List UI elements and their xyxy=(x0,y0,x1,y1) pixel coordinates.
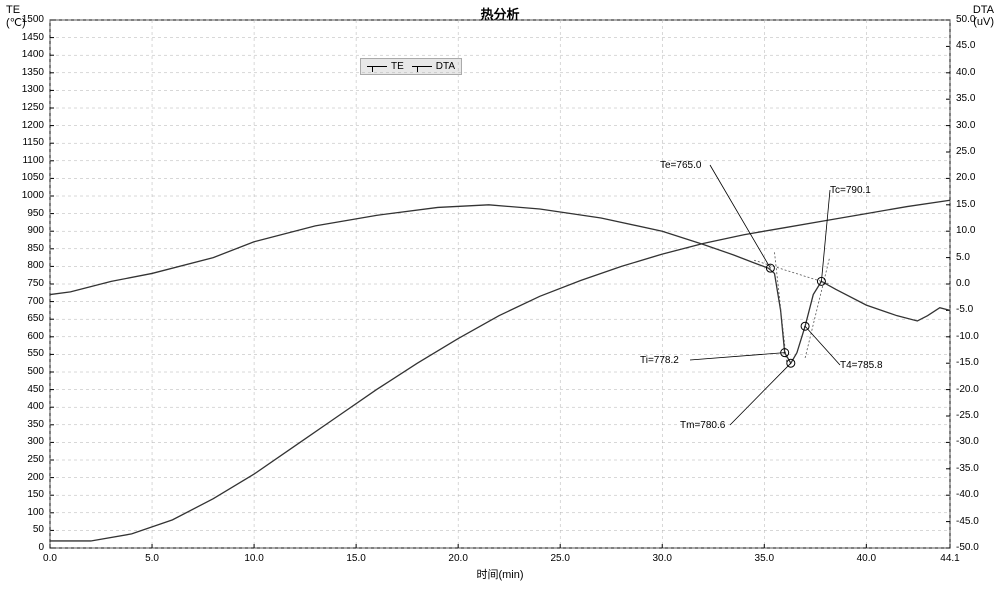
y-right-tick: 40.0 xyxy=(956,67,996,78)
y-right-tick: 20.0 xyxy=(956,172,996,183)
y-right-tick: -40.0 xyxy=(956,489,996,500)
y-left-tick: 300 xyxy=(8,436,44,447)
y-right-tick: -50.0 xyxy=(956,542,996,553)
plot-svg xyxy=(0,0,1000,590)
y-right-tick: -25.0 xyxy=(956,410,996,421)
y-right-tick: 35.0 xyxy=(956,93,996,104)
y-left-tick: 50 xyxy=(8,524,44,535)
y-right-tick: 5.0 xyxy=(956,252,996,263)
x-tick: 44.1 xyxy=(940,553,959,564)
y-left-tick: 1400 xyxy=(8,49,44,60)
annotation-Te: Te=765.0 xyxy=(660,160,701,171)
y-left-tick: 850 xyxy=(8,243,44,254)
y-left-tick: 1000 xyxy=(8,190,44,201)
x-tick: 30.0 xyxy=(653,553,672,564)
y-left-tick: 1250 xyxy=(8,102,44,113)
y-left-tick: 1500 xyxy=(8,14,44,25)
y-right-tick: 0.0 xyxy=(956,278,996,289)
y-left-tick: 250 xyxy=(8,454,44,465)
x-tick: 15.0 xyxy=(346,553,365,564)
x-tick: 0.0 xyxy=(43,553,57,564)
y-left-tick: 0 xyxy=(8,542,44,553)
y-left-tick: 550 xyxy=(8,348,44,359)
y-right-tick: -45.0 xyxy=(956,516,996,527)
y-left-tick: 800 xyxy=(8,260,44,271)
y-right-tick: 30.0 xyxy=(956,120,996,131)
y-left-tick: 400 xyxy=(8,401,44,412)
y-right-tick: 25.0 xyxy=(956,146,996,157)
y-right-tick: 45.0 xyxy=(956,40,996,51)
y-right-tick: -30.0 xyxy=(956,436,996,447)
y-right-tick: 50.0 xyxy=(956,14,996,25)
y-left-tick: 600 xyxy=(8,331,44,342)
y-right-tick: -35.0 xyxy=(956,463,996,474)
x-tick: 10.0 xyxy=(244,553,263,564)
y-right-tick: -15.0 xyxy=(956,357,996,368)
annotation-Ti: Ti=778.2 xyxy=(640,355,679,366)
y-left-tick: 450 xyxy=(8,384,44,395)
y-left-tick: 100 xyxy=(8,507,44,518)
y-left-tick: 500 xyxy=(8,366,44,377)
y-left-tick: 1300 xyxy=(8,84,44,95)
x-tick: 5.0 xyxy=(145,553,159,564)
y-left-tick: 350 xyxy=(8,419,44,430)
annotation-T4: T4=785.8 xyxy=(840,360,883,371)
y-left-tick: 950 xyxy=(8,208,44,219)
y-left-tick: 1350 xyxy=(8,67,44,78)
y-left-tick: 1150 xyxy=(8,137,44,148)
x-tick: 35.0 xyxy=(755,553,774,564)
x-tick: 20.0 xyxy=(448,553,467,564)
y-left-tick: 1100 xyxy=(8,155,44,166)
y-right-tick: 15.0 xyxy=(956,199,996,210)
x-tick: 40.0 xyxy=(857,553,876,564)
y-left-tick: 1450 xyxy=(8,32,44,43)
y-left-tick: 650 xyxy=(8,313,44,324)
y-left-tick: 1200 xyxy=(8,120,44,131)
y-right-tick: 10.0 xyxy=(956,225,996,236)
y-left-tick: 750 xyxy=(8,278,44,289)
y-left-tick: 1050 xyxy=(8,172,44,183)
y-left-tick: 150 xyxy=(8,489,44,500)
y-right-tick: -5.0 xyxy=(956,304,996,315)
y-right-tick: -10.0 xyxy=(956,331,996,342)
thermal-analysis-chart: 热分析 TE (℃) DTA (uV) 时间(min) TE DTA 05010… xyxy=(0,0,1000,590)
x-tick: 25.0 xyxy=(550,553,569,564)
y-left-tick: 200 xyxy=(8,472,44,483)
annotation-Tc: Tc=790.1 xyxy=(830,185,871,196)
y-right-tick: -20.0 xyxy=(956,384,996,395)
y-left-tick: 900 xyxy=(8,225,44,236)
y-left-tick: 700 xyxy=(8,296,44,307)
annotation-Tm: Tm=780.6 xyxy=(680,420,725,431)
